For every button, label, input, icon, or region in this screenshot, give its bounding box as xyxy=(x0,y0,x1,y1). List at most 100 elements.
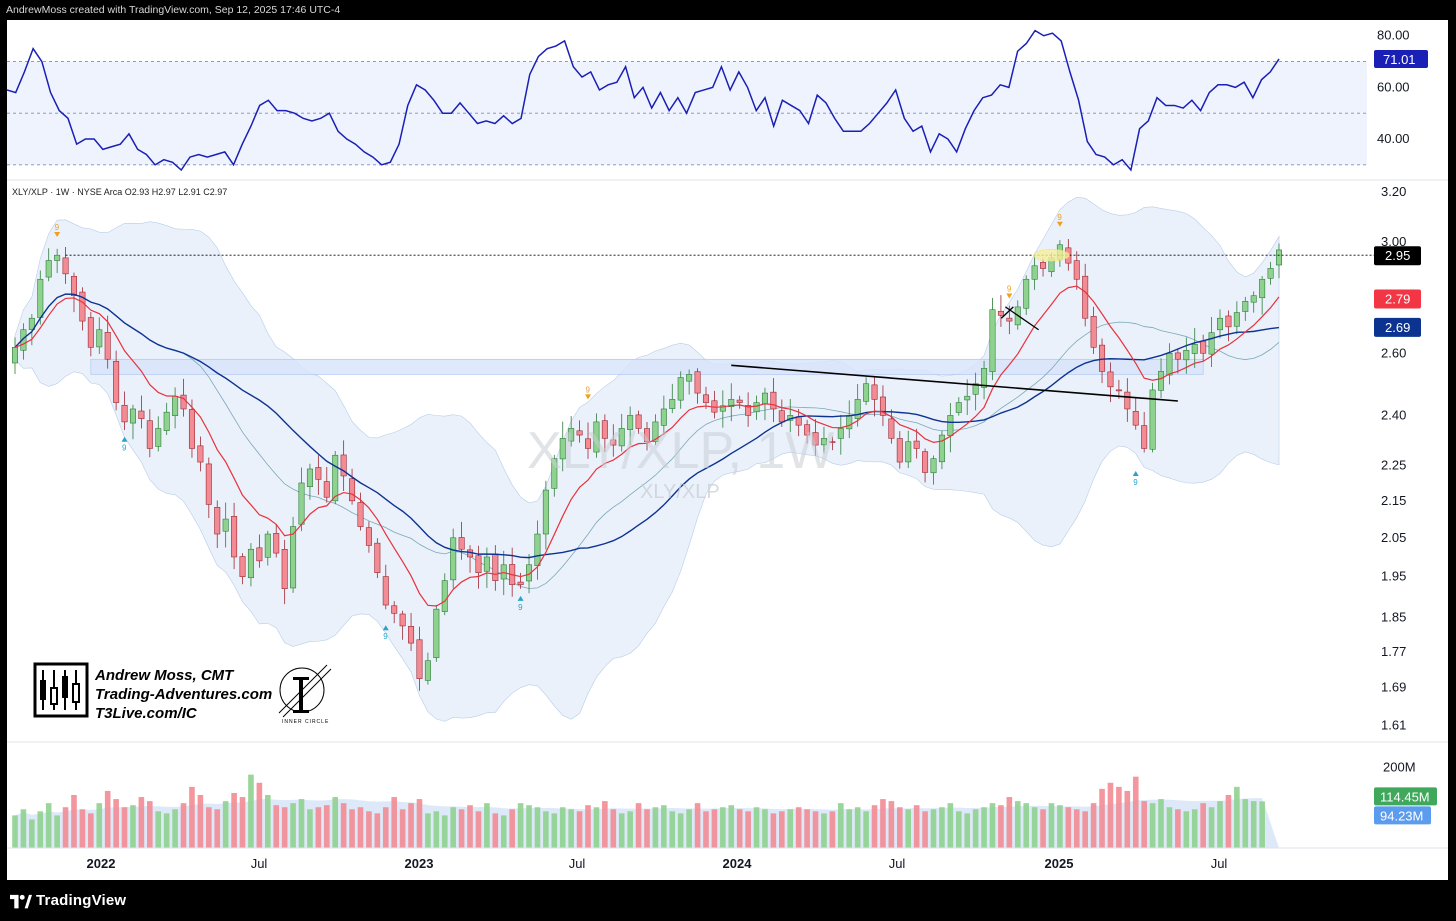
volume-bar xyxy=(1057,805,1063,848)
candle-body xyxy=(298,482,305,525)
candle-body xyxy=(37,278,44,318)
time-axis-tick: Jul xyxy=(1211,856,1228,871)
volume-bar xyxy=(576,811,583,848)
volume-bar xyxy=(871,805,878,848)
volume-bar xyxy=(753,807,760,848)
volume-bar xyxy=(349,809,355,848)
candle-body xyxy=(551,458,558,489)
candle-body xyxy=(568,428,575,442)
candle-body xyxy=(955,402,962,413)
price-panel[interactable]: 9 9 9 9 9 9 9 9 xyxy=(12,197,1375,722)
volume-bar xyxy=(1082,811,1088,848)
candle-body xyxy=(79,291,86,322)
volume-bar xyxy=(391,797,397,848)
volume-bar xyxy=(720,807,726,848)
volume-bar xyxy=(559,807,566,848)
volume-bar xyxy=(256,782,263,848)
trendline xyxy=(731,364,1178,402)
volume-bar xyxy=(323,805,330,848)
volume-bar xyxy=(905,809,912,848)
candle-body xyxy=(997,310,1004,316)
volume-panel[interactable] xyxy=(12,774,1279,848)
candle-body xyxy=(896,438,903,463)
volume-bar xyxy=(273,805,280,848)
candle-body xyxy=(1250,295,1257,303)
candle-body xyxy=(205,463,212,505)
candle-body xyxy=(964,395,971,401)
rsi-panel[interactable] xyxy=(6,29,1367,172)
td-marker-up xyxy=(382,625,389,631)
volume-bar xyxy=(677,813,684,848)
inner-circle-label: INNER CIRCLE xyxy=(282,719,329,725)
candle-body xyxy=(526,564,533,582)
volume-bar xyxy=(703,811,709,848)
fast-ema-line xyxy=(14,285,1280,607)
candle-body xyxy=(804,424,811,436)
candle-body xyxy=(391,605,398,614)
candle-body xyxy=(635,414,642,429)
candle-body xyxy=(770,391,777,410)
volume-bar xyxy=(20,809,27,848)
candle-body xyxy=(728,399,735,407)
volume-bar xyxy=(1175,809,1181,848)
time-axis-tick: 2025 xyxy=(1045,856,1074,871)
volume-bar xyxy=(1191,809,1198,848)
volume-bar xyxy=(627,811,633,848)
candle-body xyxy=(146,420,153,449)
candle-body xyxy=(736,399,743,403)
volume-bar xyxy=(433,811,440,848)
candle-body xyxy=(846,415,853,430)
volume-bar xyxy=(745,811,751,848)
watermark: XLY/XLP, 1W xyxy=(527,422,834,480)
volume-bar xyxy=(155,811,162,848)
candle-body xyxy=(155,428,162,447)
price-label-badge xyxy=(1374,317,1421,337)
candle-body xyxy=(441,580,448,612)
candle-body xyxy=(947,415,954,436)
price-axis-tick: 2.15 xyxy=(1381,493,1406,508)
candle-body xyxy=(290,526,297,589)
candle-body xyxy=(1158,371,1165,391)
volume-bar xyxy=(1208,807,1215,848)
candle-body xyxy=(863,383,870,402)
candle-body xyxy=(315,467,322,480)
volume-bar xyxy=(618,813,625,848)
candle-body xyxy=(981,368,988,388)
candle-body xyxy=(745,405,752,416)
candle-body xyxy=(610,439,617,446)
candle-body xyxy=(593,421,600,453)
price-axis-tick: 2.60 xyxy=(1381,345,1406,360)
price-axis-tick: 1.69 xyxy=(1381,680,1406,695)
candle-body xyxy=(492,553,499,581)
volume-bar xyxy=(425,813,431,848)
candle-body xyxy=(972,383,979,395)
volume-bar xyxy=(610,809,617,848)
candle-body xyxy=(1149,389,1156,450)
candle-body xyxy=(62,257,69,275)
volume-bar xyxy=(382,807,389,848)
time-axis-tick: 2024 xyxy=(723,856,753,871)
candle-body xyxy=(247,548,254,579)
candle-body xyxy=(28,317,35,330)
volume-bar xyxy=(113,799,119,848)
volume-bar xyxy=(307,809,313,848)
volume-bar xyxy=(568,809,574,848)
volume-bar xyxy=(399,809,406,848)
candle-body xyxy=(273,533,280,554)
volume-bar xyxy=(290,803,296,848)
candle-body xyxy=(121,404,128,423)
candle-body xyxy=(1073,260,1080,280)
volume-bar xyxy=(1158,799,1164,848)
candle-body xyxy=(1006,317,1013,322)
volume-bar xyxy=(930,809,937,848)
volume-bar xyxy=(736,809,743,848)
volume-bar xyxy=(467,805,473,848)
candle-body xyxy=(517,581,524,585)
price-axis-tick: 1.61 xyxy=(1381,717,1406,732)
support-zone xyxy=(90,358,1204,375)
volume-bar xyxy=(543,811,549,848)
price-axis-tick: 1.85 xyxy=(1381,610,1406,625)
candle-body xyxy=(837,428,844,439)
